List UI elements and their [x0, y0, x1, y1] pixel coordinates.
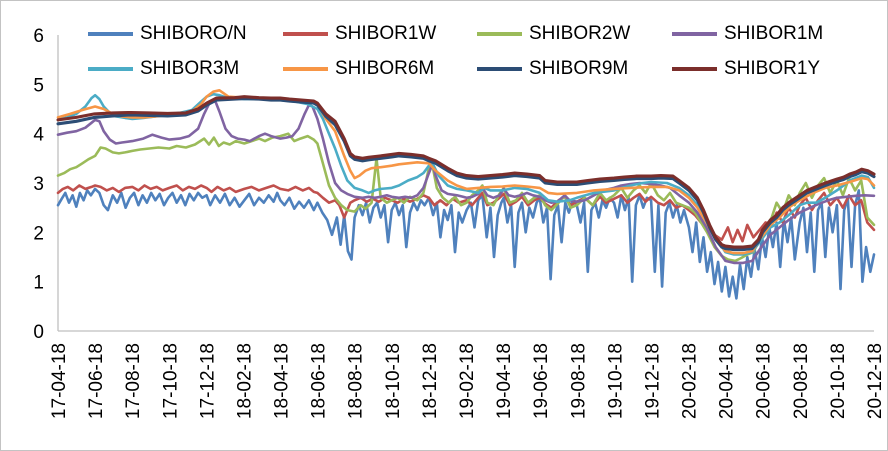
x-tick-label: 19-10-18 — [605, 343, 626, 419]
series-line-shibor6m — [56, 89, 876, 255]
y-tick-label: 3 — [33, 174, 44, 195]
legend-line-swatch — [477, 32, 522, 36]
legend-label: SHIBOR6M — [335, 58, 435, 79]
legend-item-shibor1w: SHIBOR1W — [283, 23, 436, 45]
x-tick-label: 19-02-18 — [457, 343, 478, 419]
x-tick-label: 17-10-18 — [160, 343, 181, 419]
x-tick-label: 20-02-18 — [680, 343, 701, 419]
y-tick-label: 4 — [33, 125, 44, 146]
legend-line-swatch — [283, 67, 328, 71]
x-tick-label: 17-06-18 — [86, 343, 107, 419]
legend-item-shibor9m: SHIBOR9M — [477, 58, 628, 80]
legend-line-swatch — [88, 32, 133, 36]
legend-label: SHIBOR1M — [724, 23, 824, 44]
legend-line-swatch — [672, 67, 717, 71]
x-tick-label: 18-12-18 — [420, 343, 441, 419]
x-tick-label: 17-04-18 — [49, 343, 70, 419]
x-tick-label: 19-08-18 — [568, 343, 589, 419]
x-tick-label: 18-08-18 — [346, 343, 367, 419]
y-tick-label: 1 — [33, 273, 44, 294]
series-line-shiboro-n — [56, 187, 876, 300]
legend-item-shibor3m: SHIBOR3M — [88, 58, 239, 80]
x-tick-label: 18-06-18 — [309, 343, 330, 419]
legend-label: SHIBOR1Y — [724, 58, 821, 79]
x-tick-label: 18-02-18 — [234, 343, 255, 419]
legend-label: SHIBOR9M — [529, 58, 629, 79]
x-tick-label: 17-12-18 — [197, 343, 218, 419]
legend-line-swatch — [283, 32, 328, 36]
legend-item-shiboro-n: SHIBORO/N — [88, 23, 247, 45]
legend-item-shibor2w: SHIBOR2W — [477, 23, 630, 45]
x-tick-label: 19-06-18 — [531, 343, 552, 419]
y-tick-label: 2 — [33, 223, 44, 244]
legend-label: SHIBOR3M — [140, 58, 240, 79]
legend-line-swatch — [672, 32, 717, 36]
x-tick-label: 19-04-18 — [494, 343, 515, 419]
series-line-shibor1m — [56, 97, 876, 265]
chart-legend: SHIBORO/N SHIBOR1W SHIBOR2W SHIBOR1M SHIBOR3… — [1, 1, 887, 101]
legend-label: SHIBORO/N — [140, 23, 247, 44]
x-tick-label: 20-04-18 — [717, 343, 738, 419]
x-tick-label: 17-08-18 — [123, 343, 144, 419]
y-tick-label: 6 — [33, 26, 44, 47]
x-tick-label: 20-10-18 — [828, 343, 849, 419]
x-tick-label: 20-08-18 — [791, 343, 812, 419]
legend-line-swatch — [88, 67, 133, 71]
series-line-shibor1y — [56, 95, 876, 249]
x-tick-label: 19-12-18 — [642, 343, 663, 419]
legend-label: SHIBOR1W — [335, 23, 437, 44]
legend-item-shibor1y: SHIBOR1Y — [672, 58, 820, 80]
legend-label: SHIBOR2W — [529, 23, 631, 44]
x-tick-label: 18-10-18 — [383, 343, 404, 419]
x-tick-label: 20-12-18 — [865, 343, 886, 419]
x-tick-label: 20-06-18 — [754, 343, 775, 419]
legend-item-shibor1m: SHIBOR1M — [672, 23, 823, 45]
y-tick-label: 5 — [33, 75, 44, 96]
x-tick-label: 18-04-18 — [272, 343, 293, 419]
legend-item-shibor6m: SHIBOR6M — [283, 58, 434, 80]
series-line-shibor2w — [56, 132, 876, 263]
legend-line-swatch — [477, 67, 522, 71]
series-line-shibor1w — [56, 184, 876, 244]
y-tick-label: 0 — [33, 322, 44, 343]
